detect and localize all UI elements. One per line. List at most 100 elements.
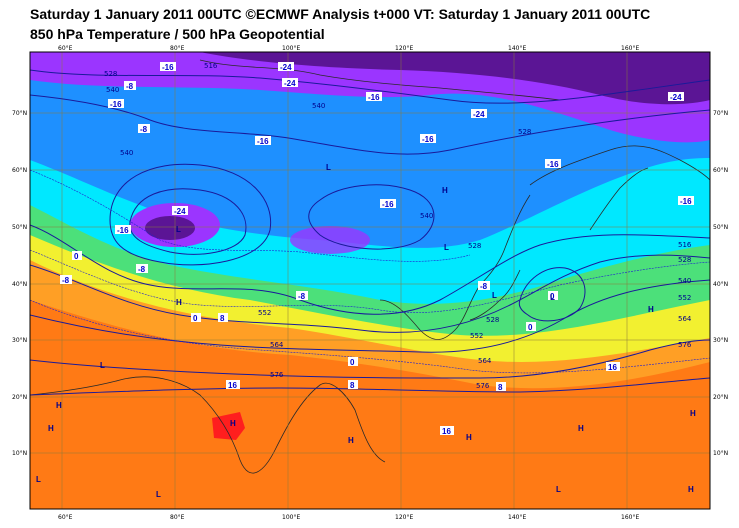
cold-pocket-east [290,226,370,254]
lat-label-right: 50°N [713,224,728,231]
svg-text:16: 16 [608,363,617,372]
lon-label-top: 100°E [282,45,300,52]
temp-label: -16 [366,92,382,102]
svg-text:0: 0 [550,292,555,301]
low-marker: L [444,243,449,252]
svg-text:-24: -24 [670,93,682,102]
high-marker: H [688,485,694,494]
lat-label-left: 40°N [12,281,27,288]
contour-label: 540 [678,277,691,285]
temp-label: -8 [138,124,150,134]
svg-text:-24: -24 [174,207,186,216]
cold-pool-inner [145,216,195,240]
temp-label: -8 [124,81,136,91]
temp-label: -16 [420,134,436,144]
contour-label: 564 [678,315,692,323]
low-marker: L [156,490,161,499]
low-marker: L [550,293,555,302]
temp-label: -24 [172,206,188,216]
pressure-centres: H L H L H L H L H L H L H H H L H L L H [36,163,696,499]
contour-label: 528 [486,316,499,324]
svg-text:-16: -16 [422,135,434,144]
temp-label: 8 [496,382,506,392]
temp-label: -16 [115,225,131,235]
contour-label: 576 [476,382,490,390]
contour-label: 540 [312,102,325,110]
temp-label: -24 [471,109,487,119]
temp-band-very-cold [200,52,710,105]
contour-label: 552 [678,294,691,302]
svg-text:-8: -8 [480,282,488,291]
svg-text:-8: -8 [140,125,148,134]
temp-label: -8 [478,281,490,291]
contour-label: 516 [678,241,692,249]
lon-label-bottom: 80°E [170,514,185,521]
high-marker: H [690,409,696,418]
lat-label-left: 20°N [12,394,27,401]
temperature-labels: -16 -8 -16 -24 -8 -16 -24 -24 -16 -16 -2… [60,62,694,436]
high-marker: H [56,401,62,410]
svg-text:-16: -16 [257,137,269,146]
high-marker: H [648,305,654,314]
svg-text:-8: -8 [138,265,146,274]
svg-text:8: 8 [498,383,503,392]
geopotential-labels: 528 540 516 540 528 552 564 576 540 528 … [104,62,692,390]
temp-label: -8 [60,275,72,285]
lat-label-left: 30°N [12,337,27,344]
temp-label: -16 [108,99,124,109]
svg-text:8: 8 [220,314,225,323]
contour-label: 528 [518,128,531,136]
contour-label: 552 [470,332,483,340]
lat-label-left: 70°N [12,110,27,117]
lon-label-top: 140°E [508,45,526,52]
temp-label: 16 [606,362,620,372]
temp-label: 0 [548,291,558,301]
temp-label: -16 [160,62,176,72]
longitude-tick-labels: 60°E 80°E 100°E 120°E 140°E 160°E 60°E 8… [58,45,639,521]
lon-label-top: 80°E [170,45,185,52]
lon-label-bottom: 140°E [508,514,526,521]
contour-label: 540 [106,86,119,94]
svg-text:-24: -24 [284,79,296,88]
lon-label-top: 120°E [395,45,413,52]
temp-label: -24 [668,92,684,102]
low-marker: L [326,163,331,172]
temp-label: 16 [440,426,454,436]
lat-label-right: 30°N [713,337,728,344]
svg-text:-16: -16 [680,197,692,206]
temp-label: 0 [526,322,536,332]
temp-label: -16 [380,199,396,209]
temp-label: -16 [255,136,271,146]
temp-label: 0 [191,313,201,323]
temp-label: 0 [348,357,358,367]
temp-label: 16 [226,380,240,390]
contour-label: 564 [270,341,284,349]
contour-label: 540 [120,149,133,157]
high-marker: H [230,419,236,428]
contour-label: 552 [258,309,271,317]
temp-label: -16 [545,159,561,169]
map-title-line-1: Saturday 1 January 2011 00UTC ©ECMWF Ana… [30,6,651,22]
lon-label-top: 160°E [621,45,639,52]
svg-text:-16: -16 [162,63,174,72]
temp-label: -24 [282,78,298,88]
contour-label: 528 [678,256,691,264]
svg-text:-16: -16 [382,200,394,209]
lon-label-top: 60°E [58,45,73,52]
high-marker: H [176,298,182,307]
svg-text:0: 0 [528,323,533,332]
high-marker: H [348,436,354,445]
contour-label: 576 [270,371,284,379]
lat-label-left: 10°N [12,450,27,457]
lon-label-bottom: 120°E [395,514,413,521]
svg-text:-24: -24 [280,63,292,72]
lat-label-right: 70°N [713,110,728,117]
temp-label: -8 [136,264,148,274]
lat-label-right: 20°N [713,394,728,401]
svg-text:-16: -16 [110,100,122,109]
low-marker: L [100,361,105,370]
contour-label: 576 [678,341,692,349]
svg-text:0: 0 [74,252,79,261]
high-marker: H [466,433,472,442]
lat-label-right: 40°N [713,281,728,288]
